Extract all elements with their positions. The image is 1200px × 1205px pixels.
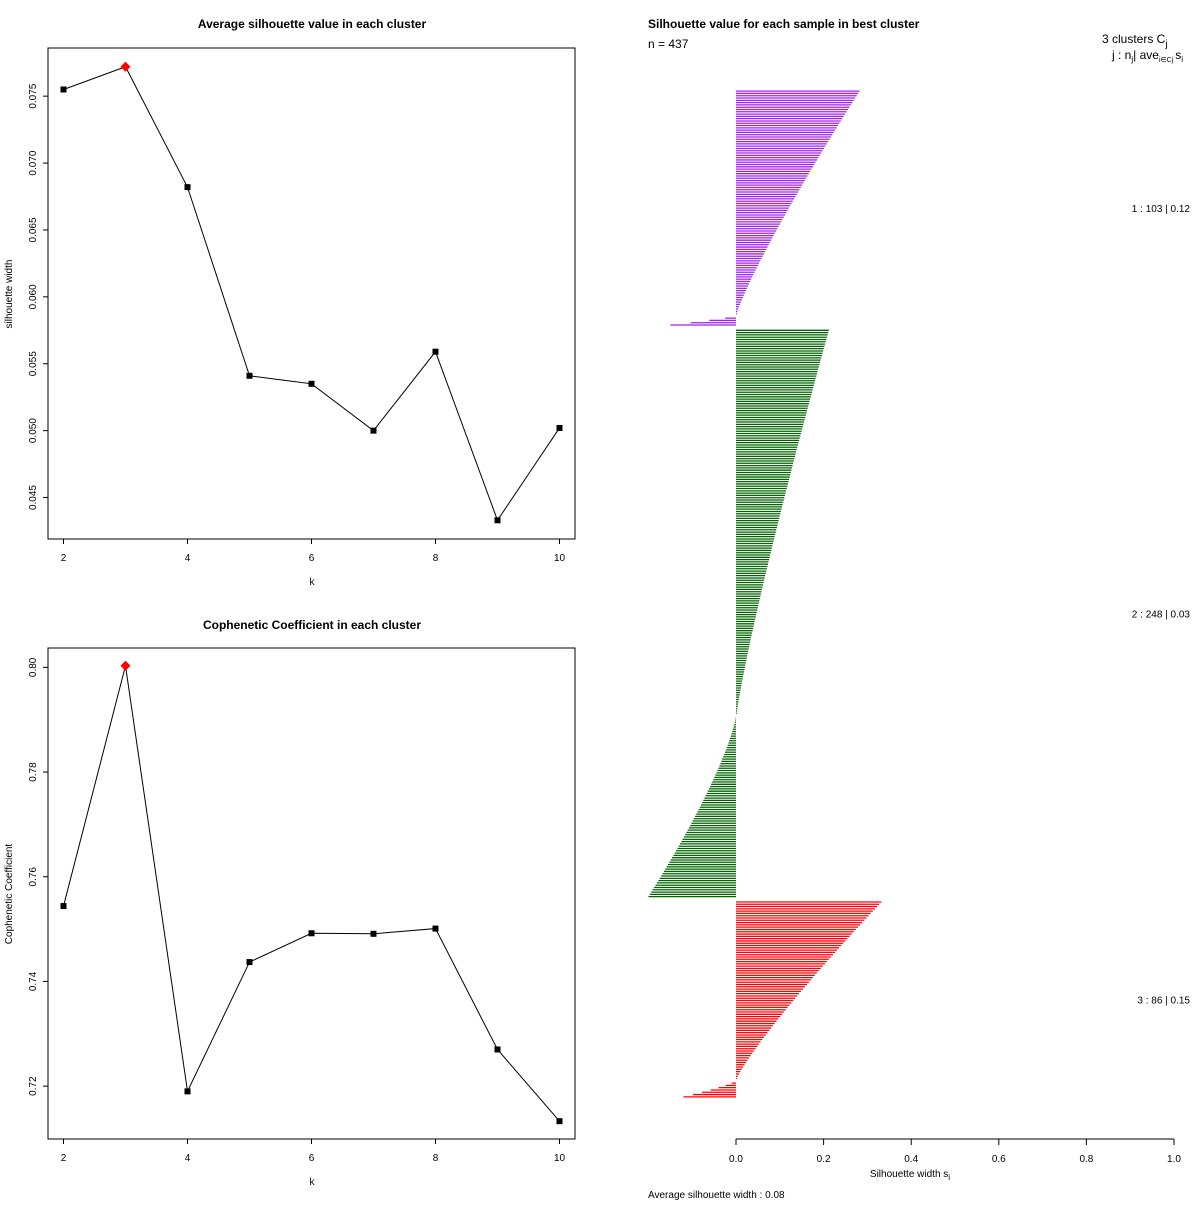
chart1-ytick-label: 0.050 xyxy=(28,418,39,443)
chart1-series xyxy=(60,61,563,524)
chart2-xtick-label: 10 xyxy=(554,1153,566,1164)
chart2-ytick-label: 0.76 xyxy=(28,867,39,887)
chart1-highlight-point xyxy=(120,61,131,72)
chart2-point xyxy=(60,903,67,910)
chart2-point xyxy=(494,1046,501,1053)
chart1-xtick-label: 10 xyxy=(554,553,566,564)
chart1-point xyxy=(370,427,377,434)
chart2-xtick-label: 6 xyxy=(309,1153,315,1164)
chart3-xtick-label: 0.6 xyxy=(992,1154,1006,1165)
chart1-title: Average silhouette value in each cluster xyxy=(198,17,427,31)
chart3-bars xyxy=(648,90,882,1098)
chart3-cluster-labels: 1 : 103 | 0.12 2 : 248 | 0.03 3 : 86 | 0.1… xyxy=(1132,204,1191,1006)
chart2-xtick-label: 2 xyxy=(61,1153,67,1164)
chart2-x-axis: 2 4 6 8 10 xyxy=(61,1139,566,1164)
cluster-2-label: 2 : 248 | 0.03 xyxy=(1132,609,1191,620)
chart2-xtick-label: 8 xyxy=(433,1153,439,1164)
chart1-ytick-label: 0.055 xyxy=(28,351,39,376)
chart3-title: Silhouette value for each sample in best… xyxy=(648,17,920,31)
chart1-xtick-label: 4 xyxy=(185,553,191,564)
chart1-point xyxy=(308,380,315,387)
chart2-ytick-label: 0.72 xyxy=(28,1076,39,1096)
chart2-point xyxy=(308,930,315,937)
chart3-legend-header: j : nj| avei∈Cj si xyxy=(1111,48,1183,64)
chart2-series xyxy=(60,660,563,1125)
chart2-line xyxy=(63,665,560,1122)
chart3-xtick-label: 0.2 xyxy=(817,1154,831,1165)
silhouette-line-chart: Average silhouette value in each cluster… xyxy=(4,17,576,588)
chart2-title: Cophenetic Coefficient in each cluster xyxy=(203,618,421,632)
chart1-x-axis: 2 4 6 8 10 xyxy=(61,539,566,564)
chart1-ytick-label: 0.060 xyxy=(28,284,39,309)
chart1-xtick-label: 2 xyxy=(61,553,67,564)
chart2-xtick-label: 4 xyxy=(185,1153,191,1164)
chart1-plot-frame xyxy=(47,47,576,540)
chart3-xtick-label: 1.0 xyxy=(1167,1154,1181,1165)
chart1-point xyxy=(494,517,501,524)
chart2-ytick-label: 0.78 xyxy=(28,762,39,782)
chart1-ytick-label: 0.065 xyxy=(28,217,39,242)
chart3-xlabel: Silhouette width si xyxy=(870,1169,950,1182)
chart2-xlabel: k xyxy=(310,1177,316,1188)
chart1-point xyxy=(556,424,563,431)
chart1-ytick-label: 0.045 xyxy=(28,485,39,510)
chart1-ylabel: silhouette width xyxy=(4,260,15,329)
chart1-point xyxy=(432,348,439,355)
chart3-xtick-label: 0.8 xyxy=(1079,1154,1093,1165)
cluster-1-label: 1 : 103 | 0.12 xyxy=(1132,204,1191,215)
chart3-xtick-label: 0.4 xyxy=(904,1154,918,1165)
chart3-n-label: n = 437 xyxy=(648,37,689,51)
chart2-point xyxy=(556,1118,563,1125)
chart1-ytick-label: 0.075 xyxy=(28,83,39,108)
chart1-xtick-label: 6 xyxy=(309,553,315,564)
chart1-xtick-label: 8 xyxy=(433,553,439,564)
chart1-y-axis: 0.045 0.050 0.055 0.060 0.065 0.070 0.075 xyxy=(28,83,48,510)
chart2-ytick-label: 0.74 xyxy=(28,971,39,991)
chart2-point xyxy=(246,959,253,966)
chart1-line xyxy=(63,66,560,522)
chart2-point xyxy=(432,925,439,932)
silhouette-bar-plot: Silhouette value for each sample in best… xyxy=(648,17,1191,1201)
chart3-legend-title: 3 clusters Cj xyxy=(1102,32,1168,50)
chart2-y-axis: 0.72 0.74 0.76 0.78 0.80 xyxy=(28,657,48,1096)
chart2-ytick-label: 0.80 xyxy=(28,657,39,677)
cophenetic-line-chart: Cophenetic Coefficient in each cluster 2… xyxy=(4,618,576,1188)
chart3-x-axis: 0.0 0.2 0.4 0.6 0.8 1.0 xyxy=(729,1139,1181,1165)
chart3-xtick-label: 0.0 xyxy=(729,1154,743,1165)
chart2-highlight-point xyxy=(120,660,131,671)
chart3-footer: Average silhouette width : 0.08 xyxy=(648,1190,785,1200)
chart2-point xyxy=(370,930,377,937)
cluster-3-label: 3 : 86 | 0.15 xyxy=(1137,995,1190,1006)
chart1-ytick-label: 0.070 xyxy=(28,150,39,175)
chart2-point xyxy=(184,1088,191,1095)
chart1-point xyxy=(184,184,191,191)
chart1-point xyxy=(60,86,67,93)
chart1-point xyxy=(246,372,253,379)
chart1-xlabel: k xyxy=(310,577,316,588)
chart2-ylabel: Cophenetic Coefficient xyxy=(4,844,15,945)
chart2-plot-frame xyxy=(47,647,576,1140)
